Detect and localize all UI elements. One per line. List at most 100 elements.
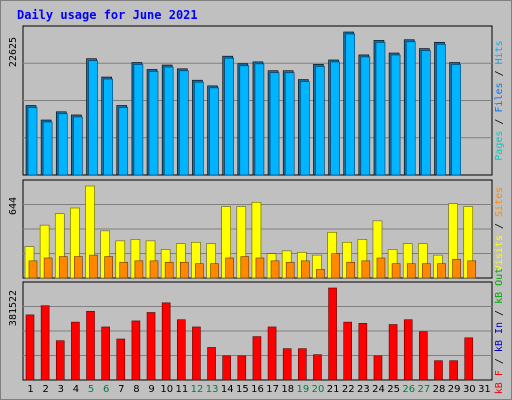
hits-bar xyxy=(421,50,431,176)
kbf-bar xyxy=(131,320,141,381)
day-label: 9 xyxy=(148,384,154,395)
sites-bar xyxy=(437,263,446,279)
legend-part: Sites xyxy=(494,187,505,217)
kbf-bar xyxy=(388,324,398,381)
hits-bar xyxy=(390,54,401,176)
sites-bar xyxy=(255,257,265,279)
kbf-bar xyxy=(55,340,65,381)
hits-bar xyxy=(300,81,310,176)
kbf-bar xyxy=(373,355,383,381)
kbf-bar xyxy=(298,348,307,381)
legend-part: / xyxy=(494,64,505,82)
hits-bar xyxy=(254,63,265,176)
sites-bar xyxy=(89,254,98,279)
kbf-bar xyxy=(313,354,322,381)
hits-bar xyxy=(330,61,340,176)
hits-bar xyxy=(284,72,295,176)
hits-bar xyxy=(209,87,219,176)
kbf-bar xyxy=(101,326,110,381)
hits-bar xyxy=(88,60,98,176)
hits-bar xyxy=(405,41,416,176)
day-label: 12 xyxy=(191,384,204,395)
kbf-bar xyxy=(25,314,35,381)
sites-bar xyxy=(225,257,234,279)
kbf-bar xyxy=(282,348,292,381)
day-label: 16 xyxy=(251,384,264,395)
legend-part: kB F xyxy=(494,370,505,394)
hits-bar xyxy=(315,66,325,176)
hits-bar xyxy=(57,113,68,176)
sites-bar xyxy=(391,263,401,279)
series-legend-label: Pages / Files / Hits xyxy=(494,40,505,160)
kbf-bar xyxy=(161,302,171,381)
hits-bar xyxy=(224,57,234,176)
day-label: 4 xyxy=(73,384,79,395)
hits-bar xyxy=(375,42,386,176)
sites-bar xyxy=(270,260,280,279)
kbf-bar xyxy=(237,355,247,381)
day-label: 27 xyxy=(418,384,431,395)
kbf-bar xyxy=(116,338,126,381)
hits-bar xyxy=(178,70,189,176)
axis-max-label: 22625 xyxy=(8,37,19,67)
day-label: 19 xyxy=(297,384,310,395)
sites-bar xyxy=(301,260,310,279)
hits-bar xyxy=(239,65,250,176)
day-label: 15 xyxy=(236,384,249,395)
sites-bar xyxy=(104,256,113,279)
sites-bar xyxy=(467,260,477,279)
sites-bar xyxy=(452,259,461,279)
hits-bar xyxy=(118,107,129,176)
kbf-bar xyxy=(403,319,413,381)
sites-bar xyxy=(331,253,340,279)
day-label: 1 xyxy=(27,384,33,395)
day-label: 17 xyxy=(266,384,279,395)
sites-bar xyxy=(195,263,204,279)
day-label: 29 xyxy=(448,384,461,395)
legend-part: / xyxy=(494,217,505,235)
legend-part: / xyxy=(494,304,505,322)
kbf-bar xyxy=(358,323,368,381)
kbf-bar xyxy=(222,355,231,381)
sites-bar xyxy=(285,261,295,279)
day-label: 11 xyxy=(175,384,188,395)
kbf-bar xyxy=(419,331,428,381)
legend-part: Hits xyxy=(494,40,505,64)
day-label: 10 xyxy=(160,384,173,395)
hits-bar xyxy=(436,43,446,176)
day-label: 23 xyxy=(357,384,370,395)
sites-bar xyxy=(119,261,129,279)
day-label: 5 xyxy=(88,384,94,395)
sites-bar xyxy=(316,269,325,279)
hits-bar xyxy=(269,72,280,176)
series-legend-label: kB F / kB In / kB Out xyxy=(494,268,505,394)
kbf-bar xyxy=(146,312,156,381)
day-label: 2 xyxy=(43,384,49,395)
hits-bar xyxy=(148,71,159,176)
day-label: 22 xyxy=(342,384,355,395)
legend-part: kB Out xyxy=(494,268,505,304)
day-label: 21 xyxy=(327,384,340,395)
kbf-bar xyxy=(464,337,474,381)
day-label: 30 xyxy=(463,384,476,395)
sites-bar xyxy=(149,260,159,279)
day-label: 18 xyxy=(281,384,294,395)
kbf-bar xyxy=(176,319,186,381)
hits-bar xyxy=(345,33,356,176)
axis-max-label: 644 xyxy=(8,197,19,215)
day-label: 13 xyxy=(206,384,219,395)
kbf-bar xyxy=(434,360,443,381)
sites-bar xyxy=(376,257,386,279)
kbf-bar xyxy=(71,321,80,381)
hits-bar xyxy=(73,116,83,176)
legend-part: Pages xyxy=(494,131,505,161)
hits-bar xyxy=(451,64,461,176)
day-label: 7 xyxy=(118,384,124,395)
day-label: 6 xyxy=(103,384,109,395)
day-label: 24 xyxy=(372,384,385,395)
sites-bar xyxy=(74,256,83,279)
hits-bar xyxy=(163,66,174,176)
sites-bar xyxy=(361,260,371,279)
sites-bar xyxy=(58,256,68,279)
day-label: 14 xyxy=(221,384,234,395)
